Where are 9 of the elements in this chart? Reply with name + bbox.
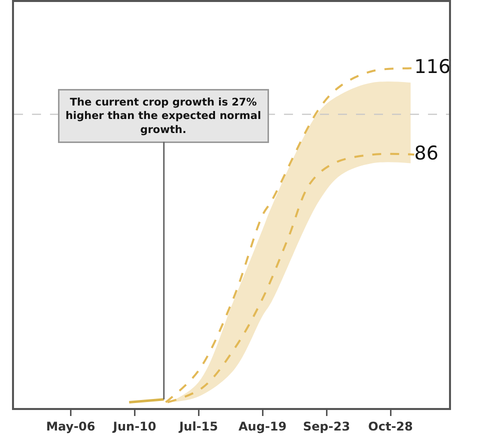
x-tick-label: Aug-19 (238, 419, 287, 434)
x-tick-label: Sep-23 (303, 419, 350, 434)
x-tick-label: Oct-28 (368, 419, 413, 434)
data-label: 86 (414, 142, 438, 164)
annotation: The current crop growth is 27% higher than the expected normal growth. (66, 96, 262, 136)
x-tick-label: May-06 (46, 419, 96, 434)
x-tick-label: Jul-15 (178, 419, 218, 434)
x-tick-label: Jun-10 (112, 419, 156, 434)
data-label: 116 (414, 56, 451, 78)
